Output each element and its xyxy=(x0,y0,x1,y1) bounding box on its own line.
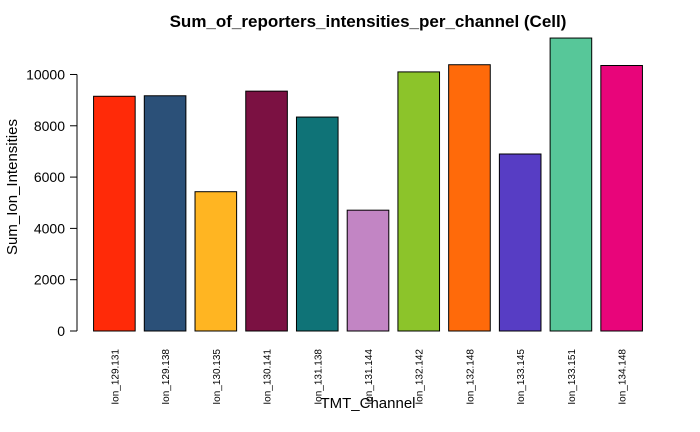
y-tick-label: 4000 xyxy=(34,220,65,236)
x-tick-label: Ion_133.145 xyxy=(516,349,527,405)
bar xyxy=(143,95,187,332)
chart-title: Sum_of_reporters_intensities_per_channel… xyxy=(170,12,567,31)
y-tick-label: 6000 xyxy=(34,169,65,185)
bar xyxy=(93,95,136,332)
category-labels: Ion_129.131 Ion_129.138 Ion_130.135 Ion_130… xyxy=(110,349,628,405)
bar xyxy=(600,65,643,332)
bar xyxy=(498,153,542,332)
x-tick-label: Ion_131.138 xyxy=(313,349,324,405)
x-tick-label: Ion_129.138 xyxy=(161,349,172,405)
x-tick-label: Ion_134.148 xyxy=(618,349,629,405)
bar xyxy=(346,209,390,332)
y-axis: 0 2000 4000 6000 8000 10000 xyxy=(26,66,78,339)
bar xyxy=(397,71,441,332)
y-axis-label: Sum_Ion_Intensities xyxy=(4,119,21,255)
y-tick-label: 8000 xyxy=(34,118,65,134)
x-tick-label: Ion_132.142 xyxy=(415,349,426,405)
bar xyxy=(448,64,491,332)
bars-group xyxy=(93,37,643,332)
bar xyxy=(245,90,288,332)
x-tick-label: Ion_130.141 xyxy=(263,349,274,405)
x-tick-label: Ion_133.151 xyxy=(567,349,578,405)
y-tick-label: 10000 xyxy=(26,66,65,82)
bar xyxy=(194,191,238,332)
x-tick-label: Ion_131.144 xyxy=(364,349,375,405)
y-tick-label: 2000 xyxy=(34,272,65,288)
x-tick-label: Ion_132.148 xyxy=(465,349,476,405)
bar xyxy=(295,116,339,332)
y-tick-label: 0 xyxy=(57,323,65,339)
x-axis-label: TMT_Channel xyxy=(320,395,415,412)
x-tick-label: Ion_129.131 xyxy=(110,349,121,405)
x-tick-label: Ion_130.135 xyxy=(212,349,223,405)
bar xyxy=(549,37,593,332)
